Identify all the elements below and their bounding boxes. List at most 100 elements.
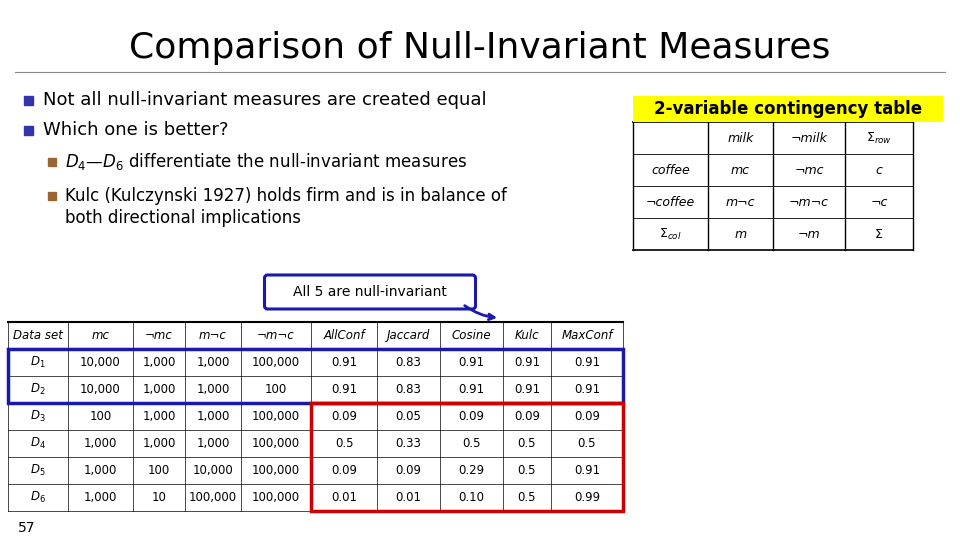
Text: 1,000: 1,000 (196, 356, 229, 369)
Text: $D_{3}$: $D_{3}$ (30, 409, 46, 424)
Text: coffee: coffee (651, 164, 690, 177)
Bar (311, 403, 623, 511)
Text: Jaccard: Jaccard (387, 329, 430, 342)
Text: $\Sigma_{row}$: $\Sigma_{row}$ (866, 131, 892, 146)
Text: 0.5: 0.5 (578, 437, 596, 450)
Text: both directional implications: both directional implications (65, 209, 301, 227)
Bar (23, 96, 33, 105)
Text: 10,000: 10,000 (80, 356, 121, 369)
Text: 0.91: 0.91 (574, 383, 600, 396)
Text: Kulc (Kulczynski 1927) holds firm and is in balance of: Kulc (Kulczynski 1927) holds firm and is… (65, 187, 507, 205)
Text: 0.5: 0.5 (517, 437, 537, 450)
Text: 0.33: 0.33 (396, 437, 421, 450)
Text: Data set: Data set (13, 329, 63, 342)
Text: 0.09: 0.09 (331, 410, 357, 423)
Text: m: m (734, 227, 747, 240)
Text: MaxConf: MaxConf (562, 329, 612, 342)
Text: $D_{6}$: $D_{6}$ (30, 490, 46, 505)
Text: ¬m¬c: ¬m¬c (257, 329, 295, 342)
Text: 100,000: 100,000 (252, 410, 300, 423)
Text: 0.99: 0.99 (574, 491, 600, 504)
Text: m¬c: m¬c (199, 329, 227, 342)
Text: 1,000: 1,000 (84, 464, 117, 477)
Text: 0.91: 0.91 (459, 356, 485, 369)
Text: 100: 100 (89, 410, 111, 423)
Text: 0.29: 0.29 (459, 464, 485, 477)
Text: $D_{4}$: $D_{4}$ (30, 436, 46, 451)
Text: 0.83: 0.83 (396, 383, 421, 396)
Text: ¬m¬c: ¬m¬c (789, 195, 829, 208)
Text: 100,000: 100,000 (252, 491, 300, 504)
Text: 0.91: 0.91 (574, 464, 600, 477)
Text: mc: mc (91, 329, 109, 342)
Text: 0.91: 0.91 (331, 383, 357, 396)
Text: 1,000: 1,000 (142, 356, 176, 369)
Text: AllConf: AllConf (324, 329, 365, 342)
Text: Kulc: Kulc (515, 329, 540, 342)
Text: 1,000: 1,000 (196, 383, 229, 396)
Text: 10,000: 10,000 (80, 383, 121, 396)
Text: 100,000: 100,000 (252, 437, 300, 450)
Text: 0.5: 0.5 (335, 437, 353, 450)
Bar (48, 158, 56, 166)
Text: 100: 100 (148, 464, 170, 477)
Bar (8, 349, 623, 403)
Text: 1,000: 1,000 (196, 437, 229, 450)
Text: 0.5: 0.5 (517, 491, 537, 504)
Text: ¬mc: ¬mc (794, 164, 824, 177)
Text: All 5 are null-invariant: All 5 are null-invariant (293, 285, 447, 299)
Text: 10: 10 (152, 491, 166, 504)
Text: ¬mc: ¬mc (145, 329, 173, 342)
Text: 100: 100 (265, 383, 287, 396)
Bar (633, 96, 943, 122)
Text: ¬m: ¬m (798, 227, 820, 240)
Text: 10,000: 10,000 (193, 464, 233, 477)
Text: Comparison of Null-Invariant Measures: Comparison of Null-Invariant Measures (130, 31, 830, 65)
Text: 0.09: 0.09 (331, 464, 357, 477)
Text: 0.5: 0.5 (517, 464, 537, 477)
Text: 0.91: 0.91 (514, 356, 540, 369)
Text: 100,000: 100,000 (252, 464, 300, 477)
Text: m¬c: m¬c (726, 195, 756, 208)
Text: $D_{2}$: $D_{2}$ (31, 382, 46, 397)
Text: 0.09: 0.09 (396, 464, 421, 477)
Text: 0.91: 0.91 (514, 383, 540, 396)
Text: 0.05: 0.05 (396, 410, 421, 423)
Text: Cosine: Cosine (452, 329, 492, 342)
Text: 1,000: 1,000 (84, 437, 117, 450)
Text: 100,000: 100,000 (252, 356, 300, 369)
Text: 1,000: 1,000 (196, 410, 229, 423)
Text: 1,000: 1,000 (142, 410, 176, 423)
Text: 100,000: 100,000 (189, 491, 237, 504)
Text: 0.91: 0.91 (459, 383, 485, 396)
Text: 0.09: 0.09 (514, 410, 540, 423)
FancyBboxPatch shape (265, 275, 475, 309)
Text: ¬milk: ¬milk (791, 132, 828, 145)
Text: c: c (876, 164, 882, 177)
Text: $\Sigma$: $\Sigma$ (875, 227, 883, 240)
Text: 1,000: 1,000 (84, 491, 117, 504)
Text: 0.91: 0.91 (331, 356, 357, 369)
Text: $D_{5}$: $D_{5}$ (30, 463, 46, 478)
Text: 2-variable contingency table: 2-variable contingency table (654, 100, 922, 118)
Text: $D_{1}$: $D_{1}$ (30, 355, 46, 370)
Text: milk: milk (728, 132, 754, 145)
Text: $\Sigma_{col}$: $\Sigma_{col}$ (660, 226, 682, 241)
Text: 0.09: 0.09 (459, 410, 485, 423)
Text: 1,000: 1,000 (142, 383, 176, 396)
Text: Not all null-invariant measures are created equal: Not all null-invariant measures are crea… (43, 91, 487, 109)
Text: ¬c: ¬c (871, 195, 888, 208)
Text: 1,000: 1,000 (142, 437, 176, 450)
Text: 0.5: 0.5 (463, 437, 481, 450)
Text: mc: mc (731, 164, 750, 177)
Text: 0.01: 0.01 (331, 491, 357, 504)
Text: 0.91: 0.91 (574, 356, 600, 369)
Text: $D_4$—$D_6$ differentiate the null-invariant measures: $D_4$—$D_6$ differentiate the null-invar… (65, 152, 468, 172)
Bar (23, 125, 33, 134)
Text: Which one is better?: Which one is better? (43, 121, 228, 139)
Text: 57: 57 (18, 521, 36, 535)
Text: 0.83: 0.83 (396, 356, 421, 369)
Text: 0.01: 0.01 (396, 491, 421, 504)
Text: 0.10: 0.10 (459, 491, 485, 504)
Text: 0.09: 0.09 (574, 410, 600, 423)
